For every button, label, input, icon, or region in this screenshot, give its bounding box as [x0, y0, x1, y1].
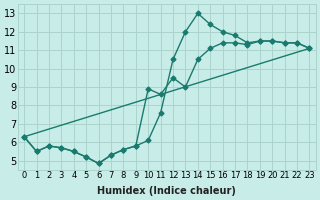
X-axis label: Humidex (Indice chaleur): Humidex (Indice chaleur) — [97, 186, 236, 196]
